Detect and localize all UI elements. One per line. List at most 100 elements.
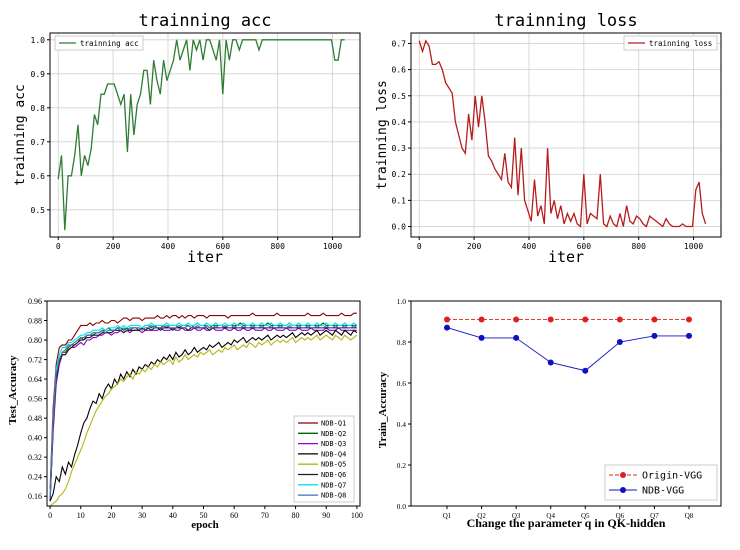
- x-tick-label: 0: [417, 242, 422, 251]
- data-point: [582, 367, 589, 374]
- data-point: [616, 316, 623, 323]
- series-line-ndb-q4: [49, 329, 358, 502]
- panel2-legend-label: trainning loss: [649, 39, 712, 48]
- x-tick-label: Q2: [477, 512, 486, 520]
- y-tick-label: 0.1: [392, 196, 407, 205]
- y-tick-label: 0.8: [31, 104, 46, 113]
- panel2-legend: trainning loss: [623, 35, 718, 51]
- panel2-legend-box: [623, 35, 718, 51]
- x-tick-label: 40: [169, 511, 177, 520]
- x-tick-label: 30: [138, 511, 146, 520]
- panel1-series-line: [57, 39, 345, 231]
- panel4-legend-box: [604, 464, 718, 501]
- x-tick-label: 200: [467, 242, 482, 251]
- panel1-x-label: iter: [187, 248, 223, 266]
- y-tick-label: 0.24: [28, 473, 42, 482]
- data-point: [444, 324, 450, 331]
- x-tick-label: 400: [161, 242, 176, 251]
- x-tick-label: 1000: [684, 242, 703, 251]
- x-tick-label: 100: [351, 511, 363, 520]
- legend-label: NDB-Q7: [321, 481, 346, 489]
- legend-label: NDB-Q3: [321, 440, 346, 448]
- y-tick-label: 0.64: [28, 375, 42, 384]
- x-tick-label: Q7: [650, 512, 659, 520]
- x-tick-label: 0: [56, 242, 61, 251]
- panel3-y-ticks: 0.16 0.24 0.32 0.40 0.48 0.56 0.64 0.72 0.80 0.88…: [28, 297, 47, 501]
- data-point: [582, 316, 589, 323]
- panel2-title: trainning loss: [494, 11, 637, 31]
- y-tick-label: 0.8: [397, 338, 407, 347]
- panel1-legend-label: trainning acc: [80, 39, 139, 48]
- legend-label: NDB-Q5: [321, 461, 346, 469]
- legend-label: NDB-Q1: [321, 420, 346, 428]
- legend-label: NDB-Q6: [321, 471, 346, 479]
- x-tick-label: 800: [631, 242, 646, 251]
- series-line-ndb-q5: [49, 334, 358, 507]
- y-tick-label: 0.5: [392, 92, 407, 101]
- y-tick-label: 0.9: [31, 70, 46, 79]
- panel1-title: trainning acc: [138, 11, 271, 31]
- data-point: [686, 332, 692, 339]
- y-tick-label: 0.0: [397, 502, 407, 511]
- y-tick-label: 0.32: [28, 453, 42, 462]
- y-tick-label: 0.72: [28, 356, 42, 365]
- series-line-ndb-q8: [49, 324, 358, 499]
- panel3-x-label: epoch: [191, 519, 219, 531]
- y-tick-label: 0.80: [28, 336, 42, 345]
- data-point: [513, 334, 520, 341]
- data-point: [547, 316, 554, 323]
- x-tick-label: 70: [261, 511, 269, 520]
- data-point: [686, 316, 692, 323]
- series-line-ndb-vgg: [446, 327, 689, 372]
- data-point: [478, 334, 485, 341]
- panel1-axes-frame: [49, 32, 361, 238]
- legend-marker: [620, 472, 626, 478]
- x-tick-label: 600: [577, 242, 592, 251]
- y-tick-label: 0.7: [31, 138, 46, 147]
- panel4-series-lines: [444, 316, 692, 374]
- data-point: [513, 316, 520, 323]
- panel4-axes-frame: [410, 300, 722, 507]
- legend-label: NDB-Q8: [321, 492, 346, 500]
- y-tick-label: 0.3: [392, 144, 407, 153]
- x-tick-label: Q3: [512, 512, 521, 520]
- y-tick-label: 0.5: [31, 206, 46, 215]
- panel2-grid: [411, 33, 721, 237]
- panel2-axes-frame: [410, 32, 722, 238]
- y-tick-label: 1.0: [397, 297, 407, 306]
- panel4-x-ticks: Q1 Q2 Q3 Q4 Q5 Q6 Q7 Q8: [443, 506, 694, 520]
- y-tick-label: 0.96: [28, 297, 42, 306]
- data-point: [444, 316, 450, 323]
- panel4-y-label: Train_Accuracy: [377, 371, 389, 448]
- x-tick-label: 60: [230, 511, 238, 520]
- data-point: [651, 316, 658, 323]
- x-tick-label: 10: [77, 511, 85, 520]
- panel1-legend: trainning acc: [54, 35, 144, 51]
- x-tick-label: 400: [522, 242, 537, 251]
- panel-train-loss: trainning loss 0 200 400 600 800 1000 0.0 0.1 0…: [375, 11, 722, 266]
- x-tick-label: Q1: [443, 512, 452, 520]
- x-tick-label: 0: [48, 511, 52, 520]
- data-point: [478, 316, 485, 323]
- panel4-legend: Origin-VGG NDB-VGG: [604, 464, 718, 501]
- x-tick-label: 80: [292, 511, 300, 520]
- panel1-grid: [50, 33, 360, 237]
- y-tick-label: 0.0: [392, 223, 407, 232]
- y-tick-label: 1.0: [31, 36, 46, 45]
- panel1-y-ticks: 0.5 0.6 0.7 0.8 0.9 1.0: [31, 36, 50, 215]
- panel3-legend-box: [293, 415, 355, 503]
- y-tick-label: 0.2: [397, 461, 407, 470]
- panel-test-accuracy: 0 10 20 30 40 50 60 70 80 90 100 0.160.240.320.400…: [7, 297, 363, 531]
- data-point: [616, 339, 623, 345]
- panel-q-sweep: Q1 Q2 Q3 Q4 Q5 Q6 Q7 Q8 0.0 0.2 0.4 0.6 0.8 1.0 Chan…: [377, 297, 722, 530]
- panel4-legend-items: Origin-VGG NDB-VGG: [609, 471, 702, 497]
- panel4-x-label: Change the parameter q in QK-hidden: [467, 516, 666, 530]
- x-tick-label: Q6: [616, 512, 625, 520]
- panel2-y-ticks: 0.0 0.1 0.2 0.3 0.4 0.5 0.6 0.7: [392, 39, 411, 232]
- y-tick-label: 0.48: [28, 414, 42, 423]
- y-tick-label: 0.6: [31, 172, 46, 181]
- panel-train-acc: trainning acc 0 200 400 600 800 1000 0.50.60.…: [13, 11, 361, 266]
- x-tick-label: 200: [106, 242, 121, 251]
- panel2-y-label: trainning loss: [375, 80, 390, 190]
